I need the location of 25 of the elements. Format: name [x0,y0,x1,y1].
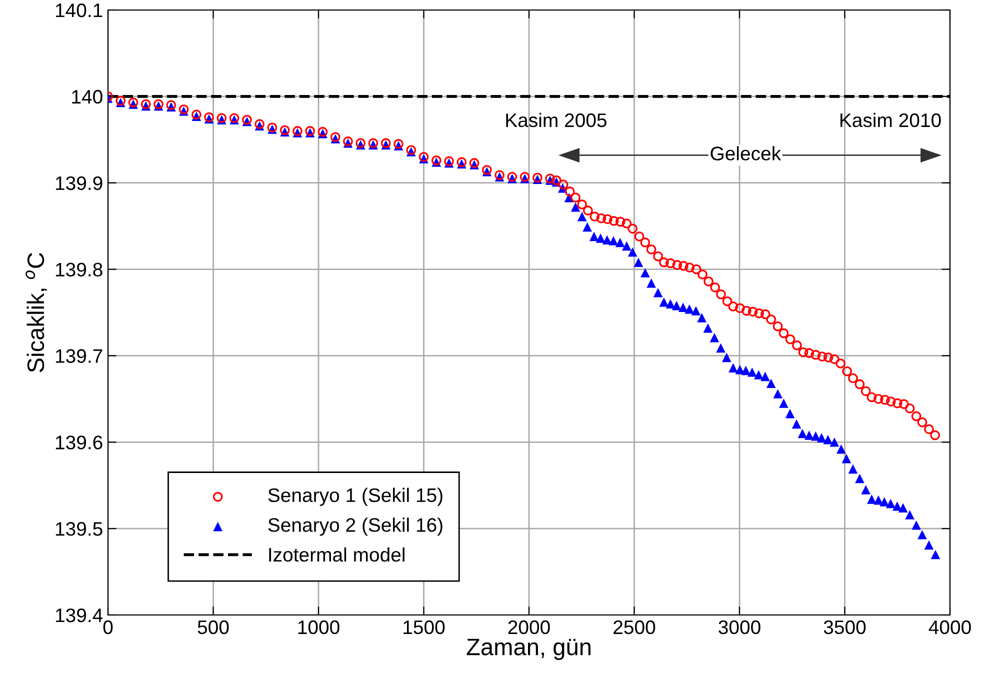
annotation: Kasim 2005 [506,112,606,128]
y-axis-title: Sicaklik, $^{o}$C [26,252,47,372]
y-tick-label: 140 [72,90,102,104]
legend-label: Izotermal model [269,547,404,562]
legend-label: Senaryo 2 (Sekil 16) [268,518,442,536]
y-tick-label: 139.7 [56,349,102,363]
y-tick-label: 139.8 [56,262,102,277]
y-tick-label: 139.4 [56,608,103,622]
x-tick-label: 2500 [614,620,656,634]
x-tick-label: 0 [103,620,113,634]
y-tick-label: 139.5 [56,522,102,536]
x-tick-label: 3500 [824,620,866,634]
y-tick-label: 139.6 [56,436,102,450]
annotation: Kasim 2010 [840,112,941,128]
x-tick-label: 3000 [718,620,760,634]
x-tick-label: 2000 [508,620,550,634]
legend-label: Senaryo 1 (Sekil 15) [268,488,442,506]
x-tick-label: 1000 [298,620,340,634]
x-tick-label: 4000 [928,620,971,634]
x-axis-title: Zaman, gün [466,638,590,660]
annotation: Gelecek [710,146,782,160]
x-tick-label: 1500 [404,620,445,634]
y-tick-label: 140.1 [56,3,102,18]
y-tick-label: 139.9 [56,176,102,190]
x-tick-label: 500 [198,620,229,634]
